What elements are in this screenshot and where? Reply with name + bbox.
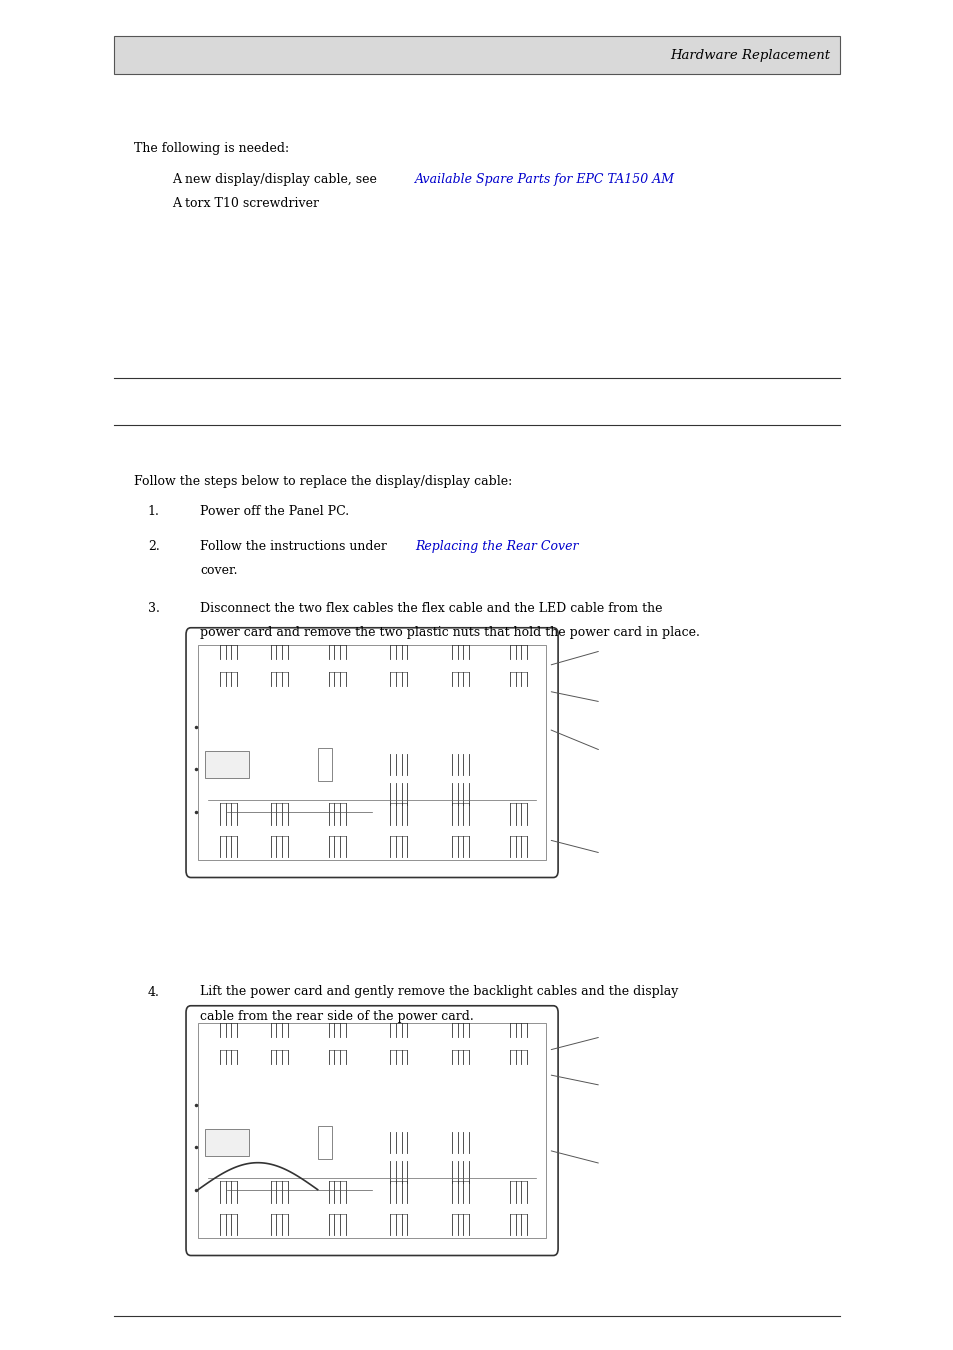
Bar — [198, 645, 545, 860]
FancyBboxPatch shape — [186, 628, 558, 878]
Text: power card and remove the two plastic nuts that hold the power card in place.: power card and remove the two plastic nu… — [200, 626, 700, 640]
FancyBboxPatch shape — [114, 36, 839, 74]
Text: Disconnect the two flex cables the flex cable and the LED cable from the: Disconnect the two flex cables the flex … — [200, 602, 662, 616]
Text: Power off the Panel PC.: Power off the Panel PC. — [200, 505, 349, 518]
Bar — [317, 748, 332, 780]
Text: Replacing the Rear Cover: Replacing the Rear Cover — [415, 540, 578, 553]
Text: cable from the rear side of the power card.: cable from the rear side of the power ca… — [200, 1010, 474, 1023]
Text: 2.: 2. — [148, 540, 159, 553]
Text: Hardware Replacement: Hardware Replacement — [669, 49, 829, 62]
Text: cover.: cover. — [200, 564, 237, 578]
Text: Follow the instructions under: Follow the instructions under — [200, 540, 391, 553]
Text: 1.: 1. — [148, 505, 159, 518]
Text: Follow the steps below to replace the display/display cable:: Follow the steps below to replace the di… — [133, 475, 511, 489]
FancyBboxPatch shape — [186, 1006, 558, 1256]
Text: Available Spare Parts for EPC TA150 AM: Available Spare Parts for EPC TA150 AM — [415, 173, 675, 186]
Text: 3.: 3. — [148, 602, 159, 616]
Bar — [317, 1126, 332, 1158]
Text: A torx T10 screwdriver: A torx T10 screwdriver — [172, 197, 318, 211]
Text: 4.: 4. — [148, 986, 159, 999]
Bar — [205, 1129, 249, 1156]
Text: The following is needed:: The following is needed: — [133, 142, 289, 155]
Bar — [205, 751, 249, 778]
Text: Lift the power card and gently remove the backlight cables and the display: Lift the power card and gently remove th… — [200, 986, 678, 999]
Bar — [198, 1023, 545, 1238]
Text: A new display/display cable, see: A new display/display cable, see — [172, 173, 380, 186]
